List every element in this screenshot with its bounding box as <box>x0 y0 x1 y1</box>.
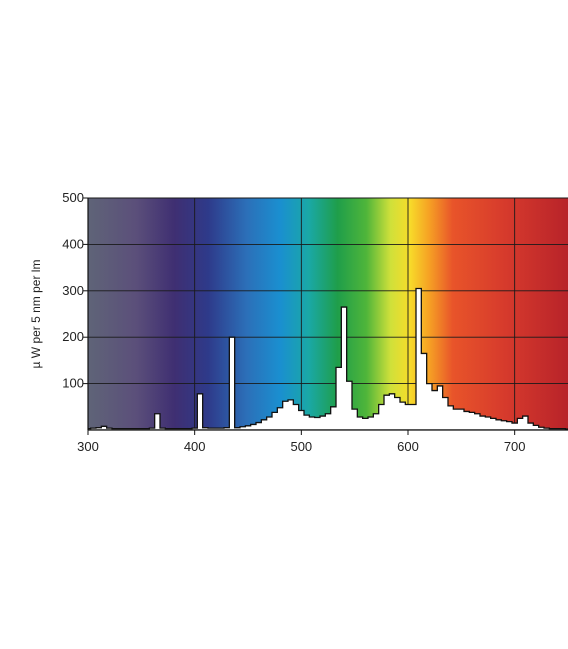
y-tick-label: 400 <box>62 236 84 251</box>
x-tick-label: 700 <box>504 439 526 454</box>
x-tick-label: 600 <box>397 439 419 454</box>
y-tick-label: 200 <box>62 329 84 344</box>
grid-lines <box>88 197 568 430</box>
y-tick-label: 300 <box>62 283 84 298</box>
y-tick-label: 500 <box>62 190 84 205</box>
x-tick-label: 400 <box>184 439 206 454</box>
axes <box>83 197 568 435</box>
spectrum-series <box>88 287 568 430</box>
x-tick-label: 500 <box>290 439 312 454</box>
plot-background <box>88 198 568 430</box>
spectrum-curve <box>88 287 568 430</box>
x-tick-label: 300 <box>77 439 99 454</box>
tick-labels: 300 400 500 600 700 100 200 300 400 500 <box>62 190 525 454</box>
y-tick-label: 100 <box>62 376 84 391</box>
y-axis-label: µ W per 5 nm per lm <box>29 260 43 369</box>
